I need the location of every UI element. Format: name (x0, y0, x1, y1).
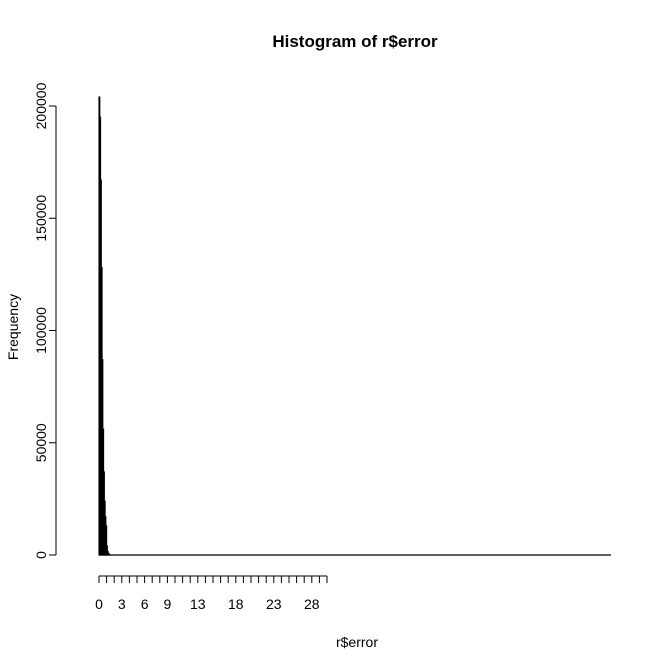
x-tick-label: 3 (118, 596, 126, 612)
y-tick-label: 0 (33, 551, 49, 559)
y-tick-label: 100000 (33, 307, 49, 354)
y-tick-label: 200000 (33, 82, 49, 129)
x-tick-label: 13 (190, 596, 206, 612)
y-axis-label: Frequency (5, 294, 21, 360)
histogram-bars (98, 96, 611, 556)
x-tick-label: 0 (95, 596, 103, 612)
x-axis-label: r$error (336, 634, 378, 650)
chart-title: Histogram of r$error (272, 32, 438, 51)
x-tick-label: 9 (164, 596, 172, 612)
y-tick-label: 50000 (33, 423, 49, 462)
y-tick-label: 150000 (33, 195, 49, 242)
x-axis: 0 3 6 9 13 18 23 28 (95, 575, 328, 612)
x-tick-label: 6 (141, 596, 149, 612)
x-tick-label: 18 (228, 596, 244, 612)
x-tick-label: 28 (304, 596, 320, 612)
histogram-bar (108, 553, 111, 556)
y-axis: 0 50000 100000 150000 200000 (33, 82, 57, 559)
x-tick-label: 23 (266, 596, 282, 612)
